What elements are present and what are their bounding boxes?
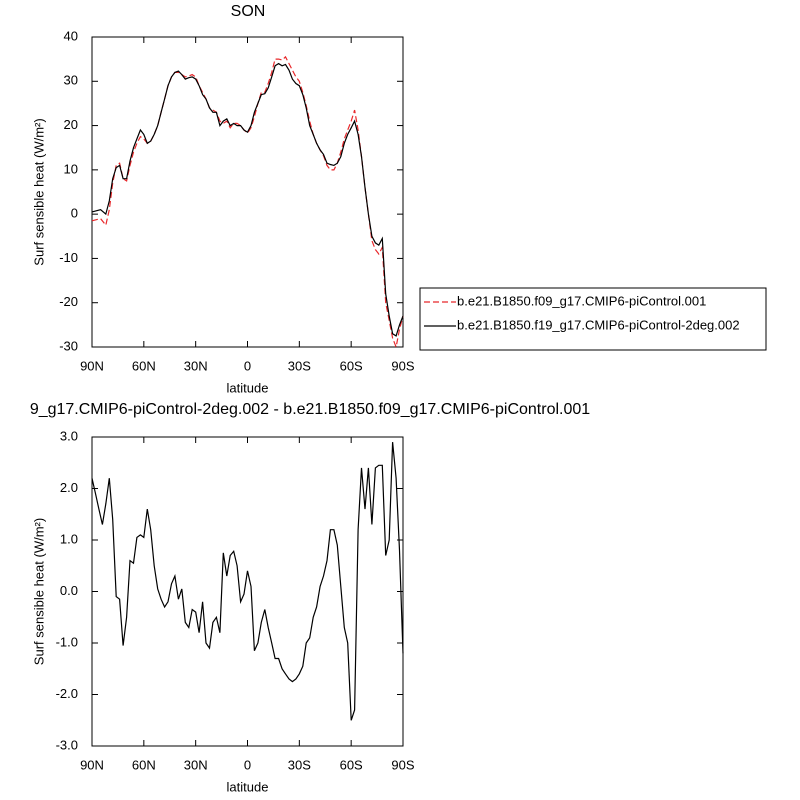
x-tick-label: 30N [184, 757, 208, 772]
x-tick-label: 90N [80, 757, 104, 772]
legend-box [419, 287, 767, 351]
y-tick-label: 3.0 [60, 428, 78, 443]
y-tick-label: 40 [64, 28, 78, 43]
data-line [91, 62, 404, 337]
x-tick-label: 0 [244, 358, 251, 373]
legend-label: b.e21.B1850.f09_g17.CMIP6-piControl.001 [457, 293, 706, 308]
x-tick-label: 90S [391, 358, 414, 373]
x-tick-label: 90N [80, 358, 104, 373]
x-tick-label: 30S [288, 757, 311, 772]
chart-title: SON [231, 3, 266, 20]
y-tick-label: 30 [64, 73, 78, 88]
data-line [91, 55, 404, 350]
chart-title: 9_g17.CMIP6-piControl-2deg.002 - b.e21.B… [30, 401, 590, 418]
x-tick-label: 60S [340, 757, 363, 772]
plot-frame [91, 36, 404, 348]
y-tick-label: -20 [59, 294, 78, 309]
y-tick-label: 0 [71, 206, 78, 221]
legend-label: b.e21.B1850.f19_g17.CMIP6-piControl-2deg… [457, 317, 740, 332]
x-tick-label: 60N [132, 358, 156, 373]
y-tick-label: -10 [59, 250, 78, 265]
y-tick-label: 2.0 [60, 480, 78, 495]
x-tick-label: 30N [184, 358, 208, 373]
x-axis-label: latitude [227, 380, 269, 395]
x-tick-label: 60N [132, 757, 156, 772]
y-axis-label: Surf sensible heat (W/m²) [31, 518, 46, 665]
x-tick-label: 60S [340, 358, 363, 373]
y-tick-label: 1.0 [60, 531, 78, 546]
y-tick-label: -3.0 [56, 737, 78, 752]
x-tick-label: 30S [288, 358, 311, 373]
y-tick-label: -30 [59, 338, 78, 353]
y-tick-label: 20 [64, 117, 78, 132]
y-tick-label: 0.0 [60, 583, 78, 598]
data-line [91, 442, 404, 721]
x-tick-label: 0 [244, 757, 251, 772]
x-tick-label: 90S [391, 757, 414, 772]
y-tick-label: -2.0 [56, 686, 78, 701]
y-tick-label: -1.0 [56, 634, 78, 649]
x-axis-label: latitude [227, 779, 269, 794]
y-axis-label: Surf sensible heat (W/m²) [31, 118, 46, 265]
y-tick-label: 10 [64, 161, 78, 176]
